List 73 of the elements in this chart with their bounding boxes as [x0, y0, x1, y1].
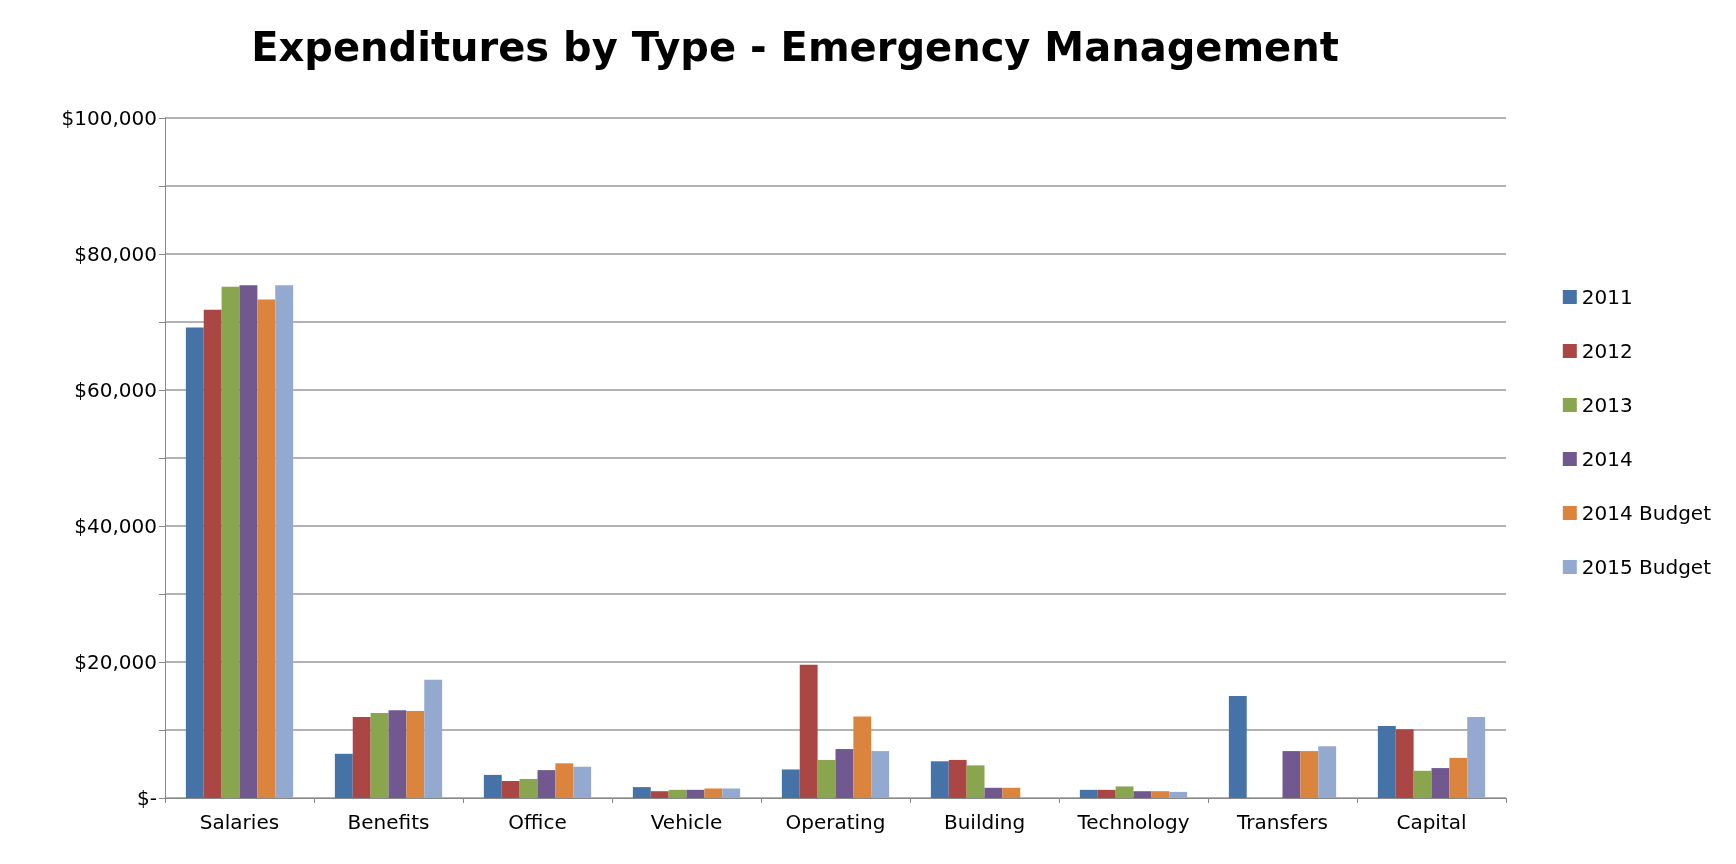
bar: [1115, 786, 1134, 798]
bar: [1151, 791, 1170, 798]
x-tick-label: Transfers: [1236, 810, 1328, 834]
bar: [388, 710, 407, 798]
legend-label: 2014 Budget: [1581, 501, 1712, 525]
bar: [1449, 757, 1468, 798]
bar: [537, 770, 556, 798]
y-tick-label: $80,000: [74, 242, 157, 266]
bar: [1413, 770, 1432, 798]
bar: [799, 664, 818, 798]
bar: [275, 285, 294, 798]
bar: [1282, 751, 1301, 798]
bar: [501, 781, 520, 798]
bar: [1431, 768, 1450, 798]
bar: [203, 309, 222, 798]
legend-label: 2013: [1581, 393, 1633, 417]
legend-label: 2015 Budget: [1581, 555, 1712, 579]
bar: [1002, 787, 1021, 798]
x-tick-label: Operating: [785, 810, 886, 834]
bar: [257, 299, 276, 798]
y-tick-label: $100,000: [61, 106, 157, 130]
bar: [930, 761, 949, 798]
bar: [1169, 791, 1188, 798]
x-tick-label: Technology: [1076, 810, 1190, 834]
x-tick-label: Office: [508, 810, 567, 834]
bar: [781, 769, 800, 798]
x-tick-label: Vehicle: [650, 810, 723, 834]
bar: [966, 765, 985, 798]
bar: [1228, 696, 1247, 798]
x-tick-label: Salaries: [199, 810, 280, 834]
bar: [686, 789, 705, 798]
legend-label: 2011: [1581, 285, 1633, 309]
bar: [1395, 729, 1414, 798]
bar: [573, 766, 592, 798]
bar: [1467, 717, 1486, 798]
bar: [722, 788, 741, 798]
y-tick-label: $20,000: [74, 650, 157, 674]
bar: [1300, 751, 1319, 798]
bar: [1377, 725, 1396, 798]
bar: [817, 759, 836, 798]
bar: [483, 774, 502, 798]
bar: [370, 713, 389, 798]
x-tick-label: Building: [943, 810, 1026, 834]
chart-title: Expenditures by Type - Emergency Management: [251, 24, 1339, 70]
bar: [835, 749, 854, 798]
bar: [948, 759, 967, 798]
y-tick-label: $40,000: [74, 514, 157, 538]
bar: [406, 710, 425, 798]
bar: [1097, 789, 1116, 798]
x-tick-label: Benefits: [347, 810, 430, 834]
legend-label: 2012: [1581, 339, 1633, 363]
bar: [555, 763, 574, 798]
bar: [185, 327, 204, 798]
bar: [871, 751, 890, 798]
bar: [650, 791, 669, 798]
bar: [424, 679, 443, 798]
bar: [519, 778, 538, 798]
bar: [853, 716, 872, 798]
legend-label: 2014: [1581, 447, 1633, 471]
y-tick-label: $60,000: [74, 378, 157, 402]
bar: [1133, 791, 1152, 798]
bar: [984, 787, 1003, 798]
bar: [334, 753, 353, 798]
bar: [352, 717, 371, 798]
bar: [668, 789, 687, 798]
bar: [704, 788, 723, 798]
bar: [239, 285, 258, 798]
y-tick-label: $-: [137, 786, 157, 810]
bar: [1079, 789, 1098, 798]
bar: [1318, 746, 1337, 798]
bar: [632, 787, 651, 798]
x-tick-label: Capital: [1396, 810, 1467, 834]
bar: [221, 286, 240, 798]
